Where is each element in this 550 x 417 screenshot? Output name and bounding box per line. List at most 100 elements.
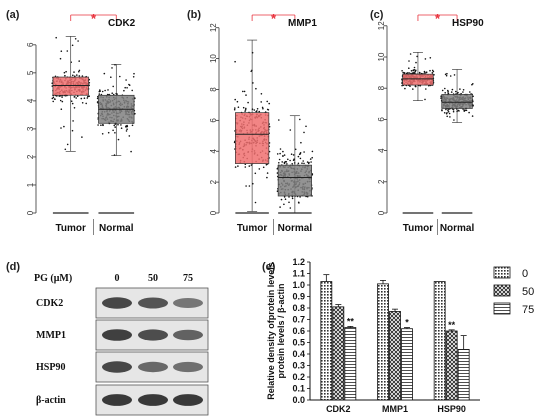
band bbox=[138, 394, 168, 406]
data-point bbox=[63, 71, 66, 74]
data-point bbox=[73, 71, 75, 73]
data-point bbox=[98, 90, 101, 93]
y-tick-label: 2 bbox=[377, 179, 386, 184]
data-point bbox=[285, 161, 288, 163]
data-point bbox=[112, 129, 114, 132]
data-point bbox=[309, 158, 312, 160]
data-point bbox=[302, 160, 305, 162]
significance-star: * bbox=[271, 11, 277, 26]
data-point bbox=[254, 201, 257, 204]
data-point bbox=[266, 172, 269, 174]
protein-label-HSP90: HSP90 bbox=[36, 362, 65, 373]
bar-mmp1-75 bbox=[401, 328, 413, 401]
data-point bbox=[258, 110, 261, 113]
y-tick-label: 0.8 bbox=[292, 303, 305, 313]
data-point bbox=[52, 96, 55, 99]
y-tick-label: 2 bbox=[209, 179, 218, 184]
y-tick-label: 0.0 bbox=[292, 395, 305, 405]
data-point bbox=[299, 196, 301, 198]
data-point bbox=[450, 91, 453, 93]
band bbox=[102, 361, 132, 373]
data-point bbox=[291, 163, 294, 165]
y-tick-label: 1.2 bbox=[292, 257, 305, 267]
data-point bbox=[431, 72, 434, 74]
y-tick-label: 0.2 bbox=[292, 372, 305, 382]
data-point bbox=[108, 93, 110, 96]
box-normal bbox=[277, 164, 312, 197]
data-point bbox=[65, 70, 67, 73]
box-panel-mmp1: (b) 0 2 4 6 8 10 12 * MMP1 Tumor Normal bbox=[187, 9, 317, 235]
significance-mark: * bbox=[405, 318, 409, 328]
data-point bbox=[266, 100, 269, 103]
band bbox=[173, 298, 203, 308]
data-point bbox=[444, 92, 447, 94]
data-point bbox=[299, 118, 301, 121]
data-point bbox=[409, 53, 412, 55]
data-point bbox=[423, 70, 426, 73]
band bbox=[138, 329, 168, 341]
data-point bbox=[96, 97, 99, 100]
data-point bbox=[418, 71, 421, 74]
data-point bbox=[453, 74, 456, 76]
data-point bbox=[248, 185, 251, 187]
data-point bbox=[126, 128, 128, 130]
x-category-label: Normal bbox=[99, 223, 134, 234]
data-point bbox=[64, 148, 67, 151]
data-point bbox=[255, 87, 257, 90]
data-point bbox=[244, 110, 246, 112]
data-point bbox=[54, 75, 57, 78]
data-point bbox=[429, 69, 431, 72]
data-point bbox=[103, 72, 106, 75]
y-tick-label: 4 bbox=[377, 148, 386, 153]
data-point bbox=[276, 153, 279, 155]
data-point bbox=[282, 155, 284, 157]
data-point bbox=[447, 109, 449, 112]
data-point bbox=[449, 75, 452, 77]
data-point bbox=[242, 106, 245, 109]
data-point bbox=[124, 86, 126, 89]
y-tick-label: 2 bbox=[26, 154, 35, 159]
data-point bbox=[471, 83, 473, 86]
data-point bbox=[425, 88, 427, 90]
data-point bbox=[471, 115, 474, 117]
data-point bbox=[133, 72, 135, 75]
y-axis-label-line2: protein levels / β-actin bbox=[276, 283, 286, 378]
data-point bbox=[63, 125, 65, 128]
data-point bbox=[303, 151, 305, 153]
data-point bbox=[110, 76, 112, 78]
dose-75: 75 bbox=[183, 273, 193, 284]
data-point bbox=[81, 102, 84, 104]
data-point bbox=[247, 101, 249, 104]
data-point bbox=[260, 101, 263, 103]
dose-0: 0 bbox=[115, 273, 120, 284]
legend-label-0: 0 bbox=[522, 268, 528, 280]
data-point bbox=[52, 100, 54, 103]
panel-label: (d) bbox=[6, 261, 20, 273]
data-point bbox=[282, 150, 284, 153]
gene-title: HSP90 bbox=[452, 18, 484, 29]
data-point bbox=[78, 60, 80, 62]
data-point bbox=[243, 90, 246, 93]
y-tick-label: 12 bbox=[377, 21, 386, 30]
band bbox=[173, 394, 203, 406]
y-tick-label: 0 bbox=[209, 210, 218, 215]
significance-star: * bbox=[91, 11, 97, 26]
data-point bbox=[78, 69, 81, 72]
protein-label-CDK2: CDK2 bbox=[36, 298, 63, 309]
y-tick-label: 12 bbox=[209, 23, 218, 32]
y-tick-label: 3 bbox=[26, 126, 35, 131]
x-category-label: MMP1 bbox=[382, 404, 408, 414]
data-point bbox=[283, 196, 286, 198]
panel-label: (a) bbox=[6, 9, 20, 21]
data-point bbox=[310, 161, 312, 163]
data-point bbox=[64, 74, 66, 77]
data-point bbox=[311, 150, 314, 153]
data-point bbox=[76, 95, 79, 97]
data-point bbox=[53, 98, 56, 100]
y-tick-label: 8 bbox=[209, 87, 218, 92]
data-point bbox=[412, 88, 414, 90]
data-point bbox=[299, 152, 302, 155]
data-point bbox=[414, 85, 417, 88]
data-point bbox=[78, 70, 80, 73]
